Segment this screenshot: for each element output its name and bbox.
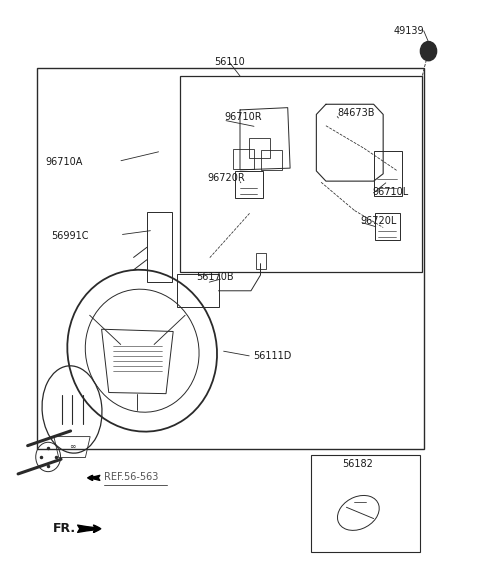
Text: 56110: 56110 bbox=[214, 57, 245, 68]
Bar bbox=[177, 274, 218, 307]
Bar bbox=[311, 455, 420, 553]
Text: 96710A: 96710A bbox=[45, 157, 83, 168]
Bar bbox=[37, 68, 424, 449]
Text: 56111D: 56111D bbox=[253, 352, 292, 361]
Text: 56170B: 56170B bbox=[196, 272, 234, 282]
Bar bbox=[180, 76, 422, 272]
Text: 49139: 49139 bbox=[393, 26, 424, 36]
Text: 96720L: 96720L bbox=[361, 216, 397, 225]
Bar bbox=[375, 214, 400, 240]
Text: 96710L: 96710L bbox=[372, 187, 409, 198]
Bar bbox=[235, 171, 263, 198]
Bar bbox=[256, 253, 266, 269]
Text: 56182: 56182 bbox=[343, 459, 373, 469]
Text: FR.: FR. bbox=[53, 521, 76, 534]
Text: 84673B: 84673B bbox=[338, 108, 375, 118]
Bar bbox=[373, 151, 402, 197]
Circle shape bbox=[420, 41, 437, 61]
Text: 96720R: 96720R bbox=[207, 173, 245, 183]
Bar bbox=[262, 150, 282, 170]
Text: REF.56-563: REF.56-563 bbox=[104, 473, 158, 482]
Text: 56991C: 56991C bbox=[51, 231, 88, 241]
Bar bbox=[249, 137, 270, 158]
Text: 96710R: 96710R bbox=[225, 112, 263, 122]
Text: ∞: ∞ bbox=[69, 442, 75, 451]
Bar bbox=[233, 149, 254, 169]
